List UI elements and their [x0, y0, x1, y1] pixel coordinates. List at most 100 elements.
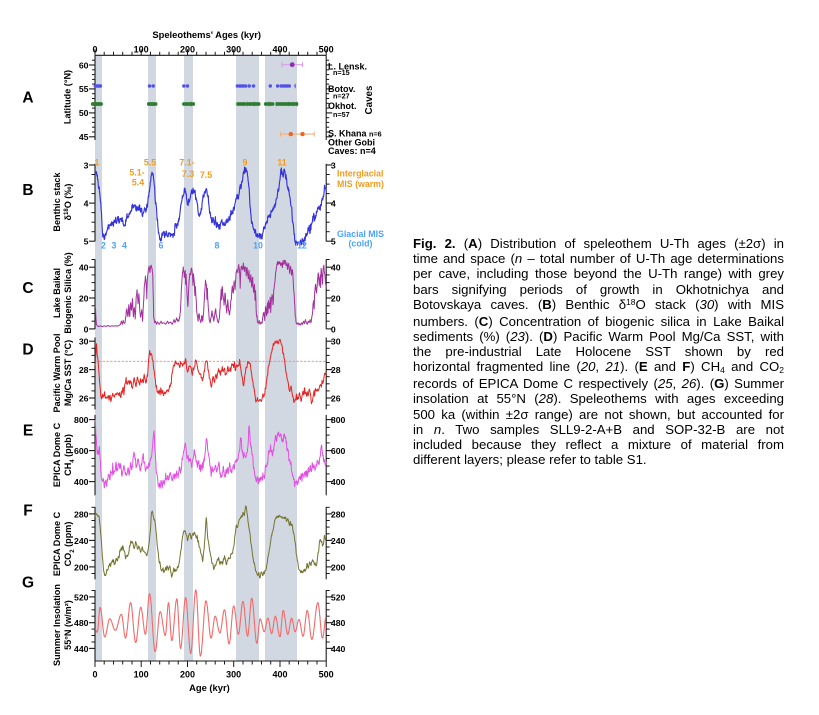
- svg-text:A: A: [22, 89, 33, 106]
- svg-text:CH4 (ppb): CH4 (ppb): [63, 434, 76, 476]
- svg-text:600: 600: [331, 446, 346, 456]
- svg-text:800: 800: [331, 415, 346, 425]
- svg-text:3: 3: [331, 160, 336, 170]
- svg-text:480: 480: [74, 618, 89, 628]
- svg-text:10: 10: [253, 241, 263, 251]
- svg-text:4: 4: [331, 199, 336, 209]
- svg-text:Interglacial: Interglacial: [337, 168, 383, 178]
- svg-text:11: 11: [277, 157, 286, 167]
- svg-text:Okhot.: Okhot.: [328, 101, 357, 111]
- svg-text:26: 26: [79, 393, 89, 403]
- svg-text:D: D: [22, 341, 33, 358]
- svg-text:0: 0: [92, 44, 97, 54]
- svg-text:800: 800: [74, 415, 89, 425]
- svg-text:20: 20: [331, 293, 341, 303]
- svg-text:200: 200: [180, 44, 195, 54]
- svg-text:20: 20: [79, 293, 89, 303]
- svg-text:Caves: n=4: Caves: n=4: [328, 146, 376, 156]
- svg-text:200: 200: [331, 562, 346, 572]
- svg-text:3: 3: [84, 160, 89, 170]
- svg-text:55: 55: [79, 84, 89, 94]
- svg-text:55°N (w/m²): 55°N (w/m²): [63, 600, 73, 650]
- svg-text:28: 28: [79, 365, 89, 375]
- svg-text:400: 400: [272, 44, 287, 54]
- svg-text:Summer Insolation: Summer Insolation: [52, 584, 62, 666]
- svg-text:1: 1: [95, 157, 100, 167]
- svg-text:7.3: 7.3: [182, 169, 194, 179]
- svg-text:400: 400: [331, 477, 346, 487]
- svg-text:S. Khana n=6: S. Khana n=6: [328, 128, 382, 138]
- svg-text:Other Gobi: Other Gobi: [328, 138, 375, 148]
- svg-text:0: 0: [84, 324, 89, 334]
- svg-text:440: 440: [74, 644, 89, 654]
- svg-text:520: 520: [331, 592, 346, 602]
- svg-text:520: 520: [74, 592, 89, 602]
- svg-text:Latitude (°N): Latitude (°N): [62, 70, 72, 124]
- svg-text:45: 45: [79, 132, 89, 142]
- svg-text:400: 400: [272, 669, 287, 679]
- svg-text:50: 50: [79, 108, 89, 118]
- svg-text:Speleothems' Ages (kyr): Speleothems' Ages (kyr): [152, 29, 261, 40]
- svg-text:5.5: 5.5: [144, 158, 156, 168]
- svg-text:Lake Baikal: Lake Baikal: [52, 268, 62, 318]
- svg-text:30: 30: [331, 337, 341, 347]
- svg-text:200: 200: [180, 669, 195, 679]
- svg-text:5: 5: [84, 237, 89, 247]
- svg-text:EPICA Dome C: EPICA Dome C: [52, 511, 62, 576]
- svg-text:4: 4: [122, 241, 127, 251]
- svg-text:C: C: [22, 280, 33, 297]
- svg-text:480: 480: [331, 618, 346, 628]
- svg-text:200: 200: [74, 562, 89, 572]
- svg-text:EPICA Dome C: EPICA Dome C: [52, 422, 62, 487]
- svg-text:60: 60: [79, 60, 89, 70]
- svg-text:500: 500: [319, 669, 334, 679]
- svg-text:9: 9: [243, 157, 248, 167]
- svg-text:Caves: Caves: [364, 85, 375, 114]
- svg-text:n=27: n=27: [333, 91, 350, 100]
- svg-text:n=15: n=15: [333, 68, 350, 77]
- svg-text:7.1-: 7.1-: [179, 158, 194, 168]
- svg-text:440: 440: [331, 644, 346, 654]
- svg-text:3: 3: [112, 241, 117, 251]
- svg-text:Glacial MIS: Glacial MIS: [337, 229, 384, 239]
- svg-text:100: 100: [134, 669, 149, 679]
- svg-text:500: 500: [319, 44, 334, 54]
- svg-text:5: 5: [331, 237, 336, 247]
- svg-text:5.1-: 5.1-: [129, 167, 144, 177]
- svg-text:280: 280: [331, 509, 346, 519]
- svg-text:26: 26: [331, 393, 341, 403]
- svg-text:0: 0: [92, 669, 97, 679]
- svg-text:E: E: [23, 423, 33, 440]
- svg-text:100: 100: [134, 44, 149, 54]
- svg-text:300: 300: [226, 44, 241, 54]
- svg-text:12: 12: [297, 241, 307, 251]
- svg-text:(cold): (cold): [349, 238, 373, 248]
- svg-text:F: F: [23, 503, 32, 520]
- svg-text:0: 0: [331, 324, 336, 334]
- svg-text:240: 240: [74, 536, 89, 546]
- svg-text:40: 40: [79, 263, 89, 273]
- svg-text:n=57: n=57: [333, 110, 350, 119]
- svg-text:4: 4: [84, 199, 89, 209]
- svg-text:MIS (warm): MIS (warm): [337, 179, 384, 189]
- svg-text:CO2 (ppm): CO2 (ppm): [63, 522, 76, 567]
- svg-text:240: 240: [331, 536, 346, 546]
- svg-text:300: 300: [226, 669, 241, 679]
- svg-text:Mg/Ca SST (°C): Mg/Ca SST (°C): [63, 340, 73, 406]
- svg-text:5.4: 5.4: [132, 177, 144, 187]
- svg-text:8: 8: [215, 241, 220, 251]
- svg-text:28: 28: [331, 365, 341, 375]
- svg-text:400: 400: [74, 477, 89, 487]
- svg-text:B: B: [22, 182, 33, 199]
- svg-text:δ18O (‰): δ18O (‰): [63, 184, 73, 221]
- svg-text:6: 6: [159, 241, 164, 251]
- svg-text:G: G: [22, 574, 34, 591]
- svg-text:30: 30: [79, 337, 89, 347]
- svg-text:7.5: 7.5: [200, 170, 212, 180]
- svg-text:2: 2: [101, 241, 106, 251]
- svg-text:Age (kyr): Age (kyr): [189, 682, 230, 693]
- svg-text:Biogenic Silica (%): Biogenic Silica (%): [63, 252, 73, 333]
- svg-text:600: 600: [74, 446, 89, 456]
- svg-text:40: 40: [331, 263, 341, 273]
- svg-text:280: 280: [74, 509, 89, 519]
